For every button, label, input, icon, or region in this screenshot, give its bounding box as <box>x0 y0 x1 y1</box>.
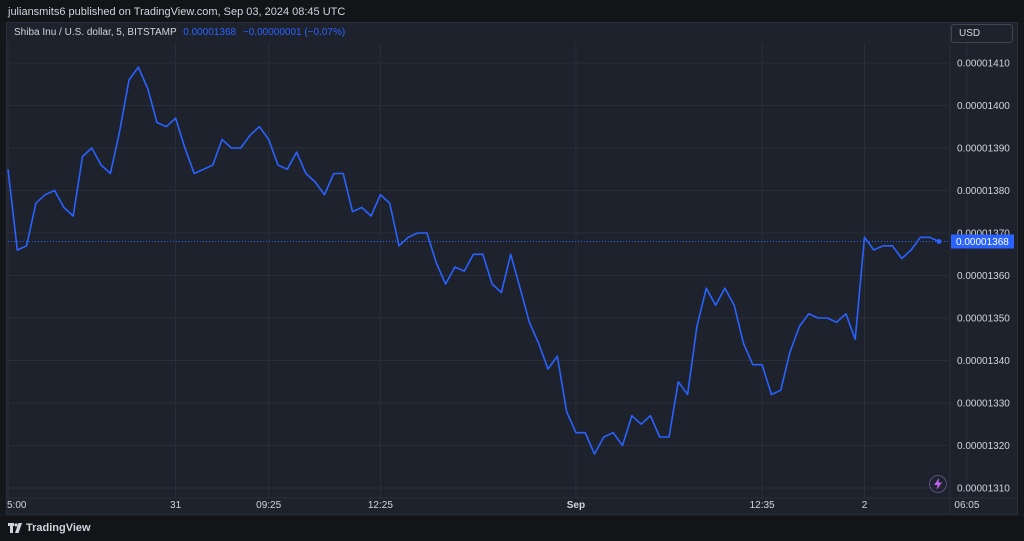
x-tick-label: 12:35 <box>750 500 775 511</box>
price-axis[interactable]: 0.00001410 0.00001400 0.00001390 0.00001380… <box>951 59 1014 495</box>
x-tick-label: 09:25 <box>256 500 281 511</box>
x-tick-label: Sep <box>567 500 585 511</box>
y-tick-label: 0.00001410 <box>957 59 1010 70</box>
y-tick-label: 0.00001320 <box>957 441 1010 452</box>
y-tick-label: 0.00001340 <box>957 356 1010 367</box>
symbol-legend[interactable]: Shiba Inu / U.S. dollar, 5, BITSTAMP 0.0… <box>14 27 345 38</box>
y-tick-label: 0.00001400 <box>957 101 1010 112</box>
legend-last-price: 0.00001368 <box>183 27 237 38</box>
footer-bar <box>0 517 1024 541</box>
x-tick-label: 2 <box>862 500 868 511</box>
price-series <box>7 66 950 455</box>
publisher-bar: juliansmits6 published on TradingView.co… <box>0 0 1024 22</box>
x-tick-label: 31 <box>170 500 182 511</box>
legend-change: −0.00000001 (−0.07%) <box>242 27 346 38</box>
last-price-marker <box>936 239 942 244</box>
x-tick-label: 5:00 <box>7 500 27 511</box>
y-tick-label: 0.00001380 <box>957 186 1010 197</box>
price-label-background <box>951 234 1014 249</box>
currency-button[interactable]: USD <box>951 24 1013 43</box>
symbol-name[interactable]: Shiba Inu / U.S. dollar, 5, BITSTAMP <box>14 27 177 38</box>
brand-name: TradingView <box>26 522 91 534</box>
lightning-bolt-icon[interactable] <box>929 475 947 493</box>
y-tick-label: 0.00001350 <box>957 314 1010 325</box>
y-tick-label: 0.00001370 <box>957 229 1010 240</box>
publisher-line: juliansmits6 published on TradingView.co… <box>8 6 346 18</box>
x-tick-label: 12:25 <box>368 500 393 511</box>
grid <box>6 22 1018 515</box>
chart-pane[interactable] <box>6 22 1018 515</box>
tradingview-brand[interactable]: TradingView <box>8 522 91 534</box>
y-tick-label: 0.00001360 <box>957 271 1010 282</box>
y-tick-label: 0.00001390 <box>957 144 1010 155</box>
y-tick-label: 0.00001330 <box>957 399 1010 410</box>
x-tick-label: 06:05 <box>954 500 979 511</box>
price-line <box>7 66 940 455</box>
y-tick-label: 0.00001310 <box>957 484 1010 495</box>
current-price-label: 0.00001368 <box>956 237 1009 248</box>
tradingview-logo-icon <box>8 523 22 533</box>
time-axis[interactable]: 5:003109:2512:25Sep12:35206:0512:4014:35… <box>7 500 1024 511</box>
